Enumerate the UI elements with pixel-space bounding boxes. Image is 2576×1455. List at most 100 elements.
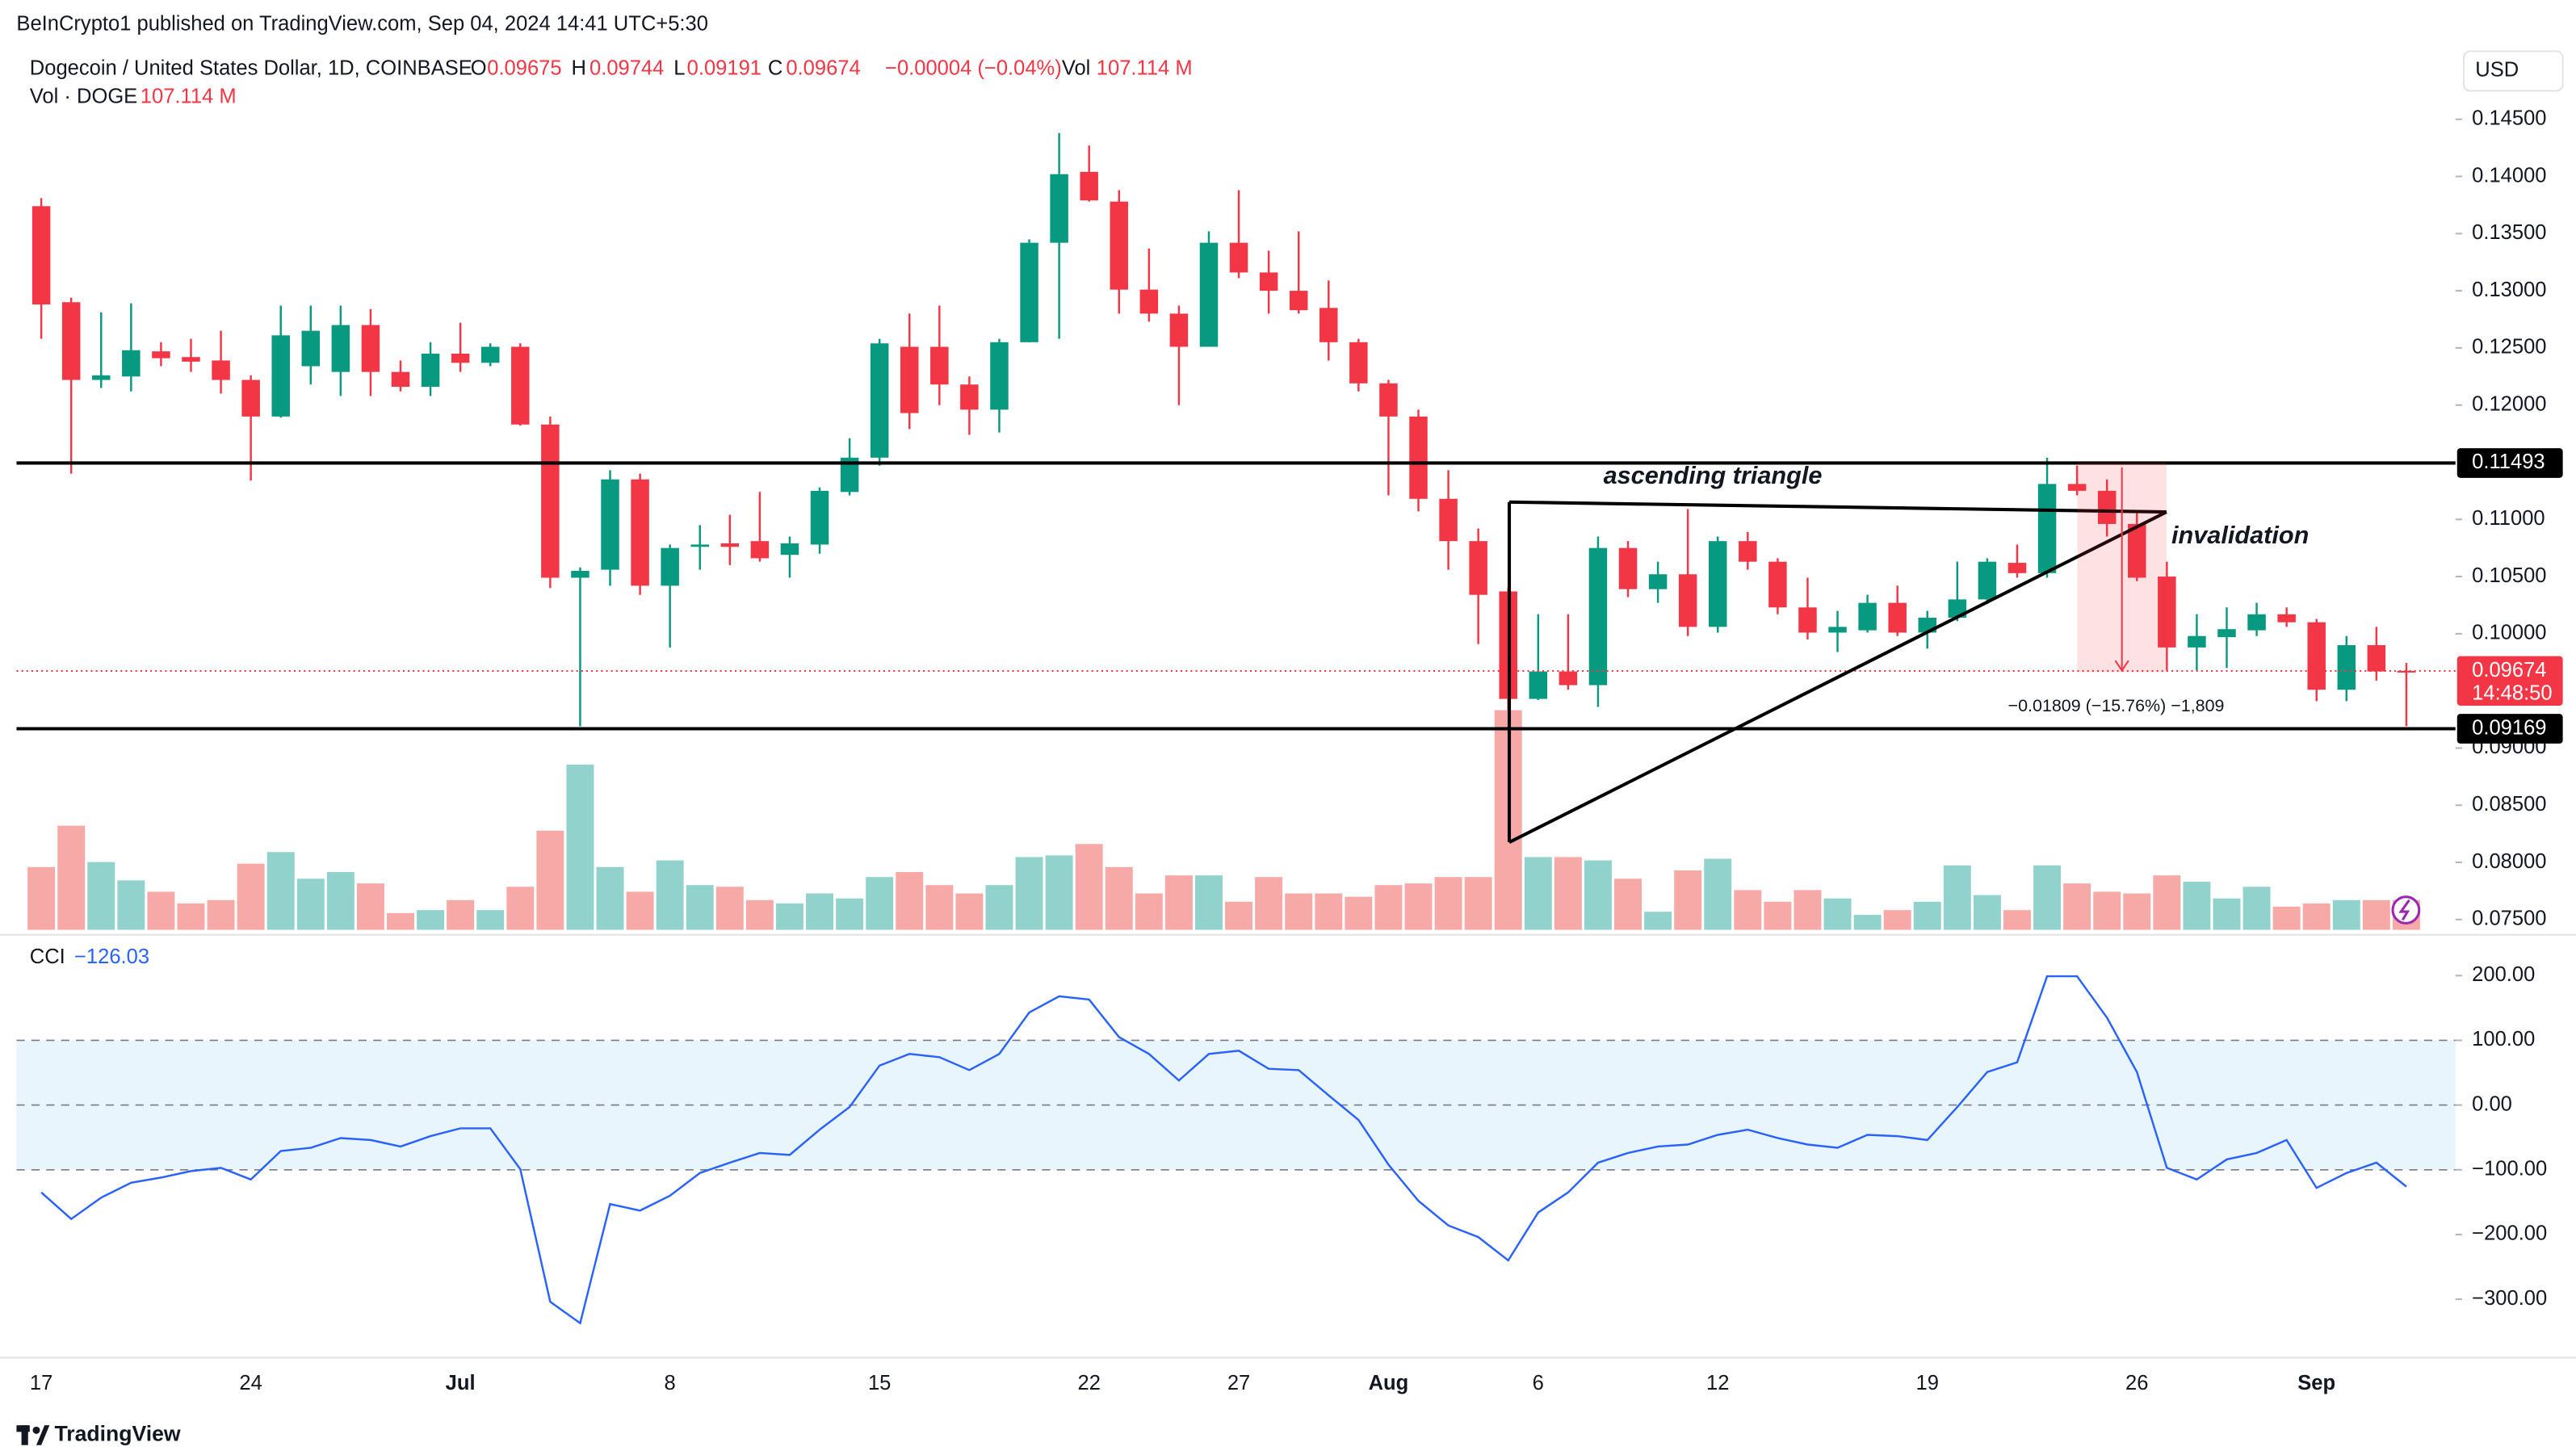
volume-bar — [2003, 910, 2031, 930]
candle-body — [2188, 635, 2206, 648]
volume-bar — [147, 891, 175, 930]
x-tick-label: 8 — [665, 1372, 676, 1394]
legend-value: 0.09744 — [589, 57, 664, 80]
volume-bar — [356, 883, 384, 930]
candle-body — [212, 360, 230, 380]
candle-body — [331, 325, 350, 372]
y-tick-label: 100.00 — [2472, 1028, 2535, 1050]
annotation: invalidation — [2171, 522, 2309, 549]
x-tick-label: 17 — [30, 1372, 52, 1394]
volume-bar — [2213, 898, 2241, 930]
legend-key: O — [471, 57, 487, 80]
legend-value: 107.114 M — [1097, 57, 1193, 80]
candle-body — [241, 379, 260, 417]
candle-body — [2277, 614, 2296, 623]
legend-key: Vol — [1062, 57, 1091, 80]
candle-body — [990, 342, 1009, 410]
x-tick-label: 22 — [1077, 1372, 1100, 1394]
volume-bar — [1135, 893, 1163, 930]
candle-body — [1349, 342, 1368, 384]
candle-body — [2008, 563, 2027, 573]
volume-bar — [2093, 891, 2121, 930]
legend-value: 0.09674 — [786, 57, 860, 80]
triangle-base — [1508, 510, 2167, 844]
volume-bar — [1075, 844, 1103, 930]
volume-bar — [117, 880, 145, 930]
x-tick-label: 6 — [1533, 1372, 1544, 1394]
volume-bar — [2302, 903, 2331, 930]
candle-body — [1439, 498, 1458, 542]
volume-bar — [2123, 893, 2151, 930]
volume-bar — [1345, 896, 1373, 930]
candle-body — [480, 346, 500, 363]
volume-bar — [836, 898, 864, 930]
y-tick-label: −300.00 — [2472, 1287, 2547, 1310]
volume-bar — [1584, 860, 1612, 930]
alert-icon-bolt — [2398, 899, 2410, 921]
candle-body — [631, 479, 649, 586]
x-tick-label: 24 — [239, 1372, 262, 1394]
candle-body — [2037, 484, 2057, 573]
candle-body — [152, 351, 170, 359]
volume-bar — [27, 866, 56, 930]
brand-logo — [16, 1425, 50, 1445]
logo-part — [32, 1426, 40, 1434]
candle-body — [1828, 627, 1847, 633]
volume-bar — [985, 885, 1013, 930]
candle-body — [2367, 645, 2386, 672]
volume-bar — [1105, 866, 1133, 930]
volume-bar — [1374, 885, 1403, 930]
volume-bar — [536, 830, 564, 930]
level-tag — [2456, 448, 2563, 478]
volume-bar — [925, 885, 954, 930]
currency[interactable]: USD — [2475, 59, 2519, 82]
measure-arrowhead — [2114, 660, 2129, 673]
y-tick-label: 0.13000 — [2472, 279, 2546, 301]
volume-bar — [1015, 857, 1043, 930]
candle-body — [421, 353, 440, 388]
y-tick-label: 0.12000 — [2472, 392, 2546, 415]
volume-bar — [506, 887, 535, 930]
candle-body — [182, 357, 200, 362]
candle-body — [601, 479, 619, 570]
y-tick-label: 0.08000 — [2472, 850, 2546, 873]
x-tick-label: 12 — [1706, 1372, 1729, 1394]
level-tag-label: 0.09169 — [2472, 716, 2546, 739]
candle-body — [1080, 171, 1098, 201]
candle-body — [571, 570, 589, 578]
level-tag — [2456, 714, 2563, 744]
x-tick-label: Jul — [446, 1372, 476, 1394]
symbol: Dogecoin / United States Dollar, 1D, COI… — [30, 57, 472, 80]
volume-bar — [745, 899, 774, 930]
candle-body — [1409, 416, 1428, 499]
legend-value: 0.09191 — [687, 57, 761, 80]
volume-bar — [626, 891, 654, 930]
candle-body — [1708, 541, 1727, 627]
candle-body — [31, 206, 51, 305]
candle-body — [1169, 313, 1189, 347]
volume-bar — [1973, 895, 2001, 930]
alert-icon[interactable] — [2391, 895, 2421, 925]
candle-body — [900, 346, 919, 413]
candle-body — [2397, 670, 2416, 673]
main-layer: 0.14500 0.14000 0.13500 0.13000 0.12500 0.120… — [16, 107, 2563, 1394]
price-tag-label: 0.09674 — [2472, 659, 2546, 681]
volume-bar — [1285, 893, 1313, 930]
volume-bar — [896, 872, 924, 930]
volume-bar — [1434, 877, 1462, 930]
volume-bar — [417, 910, 445, 930]
volume-bar — [1404, 883, 1433, 930]
volume-bar — [686, 885, 714, 930]
brand: TradingView — [54, 1421, 180, 1445]
cci-line — [40, 975, 2407, 1325]
volume-bar — [326, 872, 355, 930]
y-tick-label: 0.10000 — [2472, 622, 2546, 644]
volume-bar — [955, 893, 984, 930]
candle-body — [1319, 308, 1338, 342]
currency-button[interactable] — [2462, 50, 2564, 92]
volume-legend: Vol · DOGE — [30, 85, 137, 107]
volume-bar — [1913, 901, 1941, 930]
candle-body — [870, 343, 889, 458]
candle-body — [1529, 671, 1548, 699]
annotation: ascending triangle — [1604, 462, 1823, 489]
